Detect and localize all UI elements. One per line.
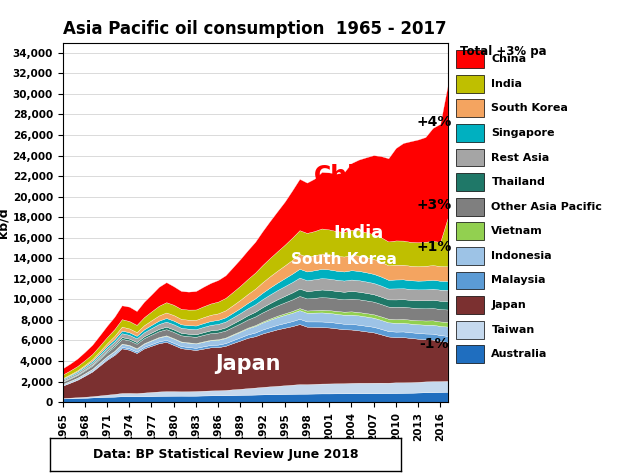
Text: India: India [491,79,523,89]
Text: Malaysia: Malaysia [491,275,546,286]
Text: +3%: +3% [417,198,452,212]
Text: +1%: +1% [416,240,452,254]
Text: Other Asia Pacific: Other Asia Pacific [491,201,602,212]
Text: Taiwan: Taiwan [491,324,535,335]
Text: Thailand: Thailand [491,177,545,187]
Text: China: China [491,54,526,64]
Text: Rest Asia: Rest Asia [491,152,550,163]
Y-axis label: kb/d: kb/d [0,207,10,237]
Text: Vietnam: Vietnam [491,226,543,236]
Text: Data: BP Statistical Review June 2018: Data: BP Statistical Review June 2018 [93,447,358,461]
Text: +4%: +4% [416,114,452,129]
Text: South Korea: South Korea [491,103,568,114]
Text: South Korea: South Korea [291,252,397,267]
Title: Asia Pacific oil consumption  1965 - 2017: Asia Pacific oil consumption 1965 - 2017 [63,20,447,38]
Text: Australia: Australia [491,349,548,359]
Text: Total +3% pa: Total +3% pa [460,45,546,58]
Text: Singapore: Singapore [491,128,555,138]
Text: Japan: Japan [491,300,526,310]
Text: China: China [314,164,389,188]
Text: -1%: -1% [419,336,449,350]
Text: Japan: Japan [215,354,280,374]
Text: India: India [334,224,384,242]
Text: Indonesia: Indonesia [491,251,552,261]
